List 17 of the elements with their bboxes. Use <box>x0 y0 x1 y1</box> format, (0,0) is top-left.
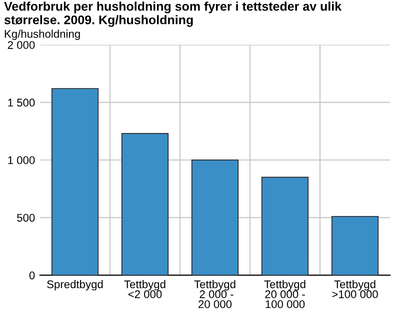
y-axis-title: Kg/husholdning <box>4 30 80 40</box>
x-tick-label: Spredtbygd <box>47 280 103 290</box>
y-tick-label: 1 000 <box>8 156 35 164</box>
bar <box>261 176 309 276</box>
y-tick-label: 0 <box>29 271 35 280</box>
x-tick-label: Tettbygd 20 000 - 100 000 <box>264 280 306 308</box>
x-tick-label: Tettbygd <2 000 <box>124 280 166 298</box>
chart-title: Vedforbruk per husholdning som fyrer i tettsteder av ulik størrelse. 2009. Kg/husholdning <box>4 2 342 27</box>
bar <box>121 133 169 276</box>
bar <box>331 216 379 276</box>
bar <box>191 160 239 276</box>
bar <box>51 88 99 276</box>
y-tick-label: 2 000 <box>8 41 35 49</box>
y-tick-label: 500 <box>17 214 35 222</box>
x-tick-label: Tettbygd >100 000 <box>332 280 378 298</box>
y-tick-label: 1 500 <box>8 98 35 107</box>
x-tick-label: Tettbygd 2 000 - 20 000 <box>194 280 236 308</box>
